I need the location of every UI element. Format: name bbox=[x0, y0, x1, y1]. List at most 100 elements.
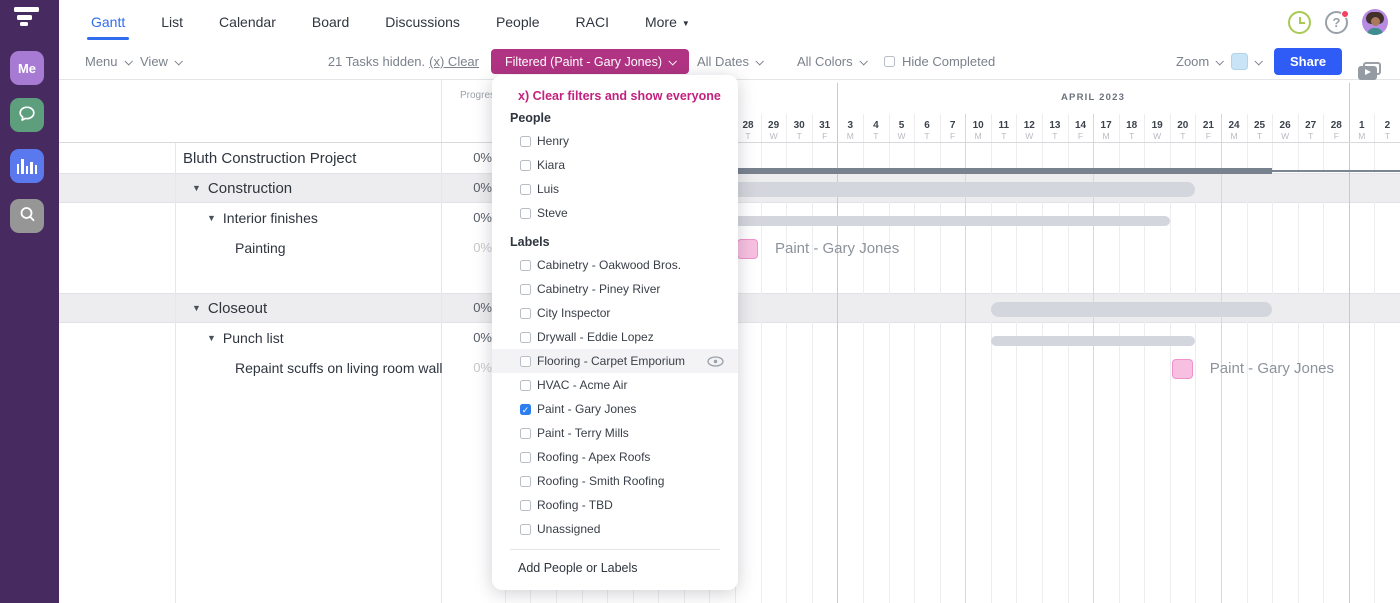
day-gridline bbox=[1323, 114, 1325, 603]
search-button[interactable] bbox=[10, 199, 44, 233]
day-gridline bbox=[914, 114, 915, 603]
all-colors-dropdown[interactable]: All Colors bbox=[797, 44, 868, 79]
filter-item-drywall-eddie-lopez[interactable]: Drywall - Eddie Lopez bbox=[510, 325, 720, 349]
filter-item-hvac-acme-air[interactable]: HVAC - Acme Air bbox=[510, 373, 720, 397]
checkbox-unchecked[interactable] bbox=[520, 207, 531, 219]
day-gridline bbox=[1118, 114, 1120, 603]
progress-column-divider[interactable] bbox=[441, 80, 442, 603]
task-name[interactable]: Closeout bbox=[207, 299, 268, 317]
chevron-down-icon bbox=[174, 56, 183, 66]
checkbox-unchecked[interactable] bbox=[520, 451, 531, 463]
collapse-triangle-icon[interactable]: ▼ bbox=[207, 333, 216, 343]
task-row[interactable]: ▼ Punch list bbox=[59, 323, 500, 353]
filter-item-henry[interactable]: Henry bbox=[510, 129, 720, 153]
checkbox-unchecked[interactable] bbox=[520, 523, 531, 535]
filter-item-luis[interactable]: Luis bbox=[510, 177, 720, 201]
hide-completed-toggle[interactable]: Hide Completed bbox=[884, 44, 995, 79]
task-name[interactable]: Punch list bbox=[222, 330, 284, 346]
day-number: 19 bbox=[1151, 120, 1163, 131]
task-row[interactable]: Painting bbox=[59, 233, 500, 263]
view-dropdown[interactable]: View bbox=[140, 44, 183, 79]
tab-raci[interactable]: RACI bbox=[575, 14, 609, 30]
task-row[interactable]: ▼ Interior finishes bbox=[59, 203, 500, 233]
task-name[interactable]: Painting bbox=[235, 240, 286, 256]
add-people-or-labels-link[interactable]: Add People or Labels bbox=[518, 561, 638, 575]
task-row[interactable]: ▼ Construction bbox=[59, 173, 500, 203]
day-number: 13 bbox=[1049, 120, 1061, 131]
filter-item-cabinetry-oakwood-bros-[interactable]: Cabinetry - Oakwood Bros. bbox=[510, 253, 720, 277]
filter-item-paint-terry-mills[interactable]: Paint - Terry Mills bbox=[510, 421, 720, 445]
task-row[interactable]: Bluth Construction Project bbox=[59, 143, 500, 173]
clear-filters-link[interactable]: x) Clear filters and show everyone bbox=[518, 89, 721, 103]
filter-item-paint-gary-jones[interactable]: ✓ Paint - Gary Jones bbox=[510, 397, 720, 421]
filter-item-unassigned[interactable]: Unassigned bbox=[510, 517, 720, 541]
filter-item-steve[interactable]: Steve bbox=[510, 201, 720, 225]
menu-dropdown[interactable]: Menu bbox=[85, 44, 133, 79]
checkbox-unchecked[interactable] bbox=[520, 307, 531, 319]
checkbox-unchecked[interactable] bbox=[520, 159, 531, 171]
filter-item-cabinetry-piney-river[interactable]: Cabinetry - Piney River bbox=[510, 277, 720, 301]
progress-value: 0% bbox=[473, 300, 492, 315]
tab-calendar[interactable]: Calendar bbox=[219, 14, 276, 30]
checkbox-unchecked[interactable] bbox=[520, 499, 531, 511]
task-name[interactable]: Construction bbox=[207, 179, 293, 197]
task-name[interactable]: Bluth Construction Project bbox=[183, 149, 357, 167]
filter-item-city-inspector[interactable]: City Inspector bbox=[510, 301, 720, 325]
chat-button[interactable] bbox=[10, 98, 44, 132]
collapse-triangle-icon[interactable]: ▼ bbox=[192, 183, 201, 193]
checkbox-unchecked[interactable] bbox=[520, 259, 531, 271]
tab-people[interactable]: People bbox=[495, 14, 540, 30]
filter-item-roofing-apex-roofs[interactable]: Roofing - Apex Roofs bbox=[510, 445, 720, 469]
me-avatar-button[interactable]: Me bbox=[10, 51, 44, 85]
checkbox-unchecked[interactable] bbox=[520, 355, 531, 367]
gantt-chart-button[interactable] bbox=[10, 149, 44, 183]
task-bar[interactable] bbox=[990, 336, 1196, 346]
paint-task-bar[interactable] bbox=[1171, 359, 1193, 379]
present-video-button[interactable] bbox=[1358, 53, 1381, 88]
group-summary-bar[interactable] bbox=[990, 302, 1273, 317]
tab-board[interactable]: Board bbox=[311, 14, 350, 30]
clear-hidden-link[interactable]: (x) Clear bbox=[429, 54, 479, 69]
checkbox-checked[interactable]: ✓ bbox=[520, 403, 531, 415]
share-button[interactable]: Share bbox=[1274, 48, 1343, 75]
checkbox-unchecked[interactable] bbox=[520, 135, 531, 147]
collapse-triangle-icon[interactable]: ▼ bbox=[192, 303, 201, 313]
task-name[interactable]: Interior finishes bbox=[222, 210, 318, 226]
checkbox-unchecked[interactable] bbox=[520, 283, 531, 295]
clock-icon[interactable] bbox=[1288, 10, 1311, 34]
filter-item-kiara[interactable]: Kiara bbox=[510, 153, 720, 177]
checkbox-unchecked[interactable] bbox=[520, 427, 531, 439]
hide-completed-checkbox[interactable] bbox=[884, 56, 895, 67]
user-avatar[interactable] bbox=[1362, 9, 1388, 35]
project-summary-bar[interactable] bbox=[504, 168, 1273, 174]
zoom-dropdown[interactable]: Zoom bbox=[1176, 44, 1225, 79]
all-dates-dropdown[interactable]: All Dates bbox=[697, 44, 764, 79]
task-row[interactable]: ▼ Closeout bbox=[59, 293, 500, 323]
checkbox-unchecked[interactable] bbox=[520, 379, 531, 391]
day-number: 6 bbox=[924, 120, 930, 131]
help-icon[interactable]: ? bbox=[1325, 9, 1349, 34]
checkbox-unchecked[interactable] bbox=[520, 183, 531, 195]
tab-list[interactable]: List bbox=[161, 14, 184, 30]
tab-gantt[interactable]: Gantt bbox=[86, 0, 130, 44]
day-of-week: W bbox=[897, 131, 906, 141]
teamgantt-logo-icon[interactable] bbox=[13, 7, 39, 27]
tab-more[interactable]: More ▼ bbox=[645, 0, 690, 44]
filter-item-label: Roofing - Apex Roofs bbox=[537, 450, 651, 464]
tab-discussions[interactable]: Discussions bbox=[385, 14, 460, 30]
paint-task-bar[interactable] bbox=[737, 239, 758, 259]
checkbox-unchecked[interactable] bbox=[520, 331, 531, 343]
task-bar[interactable] bbox=[504, 216, 1170, 226]
checkbox-unchecked[interactable] bbox=[520, 475, 531, 487]
day-of-week: T bbox=[1180, 131, 1186, 141]
filter-item-roofing-tbd[interactable]: Roofing - TBD bbox=[510, 493, 720, 517]
task-name[interactable]: Repaint scuffs on living room wall bbox=[235, 360, 443, 376]
collapse-triangle-icon[interactable]: ▼ bbox=[207, 213, 216, 223]
filter-button[interactable]: Filtered (Paint - Gary Jones) bbox=[491, 49, 689, 74]
month-header: APRIL 2023 bbox=[1061, 92, 1126, 103]
color-swatch-dropdown[interactable] bbox=[1231, 44, 1263, 79]
filter-item-flooring-carpet-emporium[interactable]: Flooring - Carpet Emporium bbox=[492, 349, 738, 373]
filter-item-roofing-smith-roofing[interactable]: Roofing - Smith Roofing bbox=[510, 469, 720, 493]
task-row[interactable]: Repaint scuffs on living room wall bbox=[59, 353, 500, 383]
eye-preview-icon[interactable] bbox=[707, 355, 724, 367]
